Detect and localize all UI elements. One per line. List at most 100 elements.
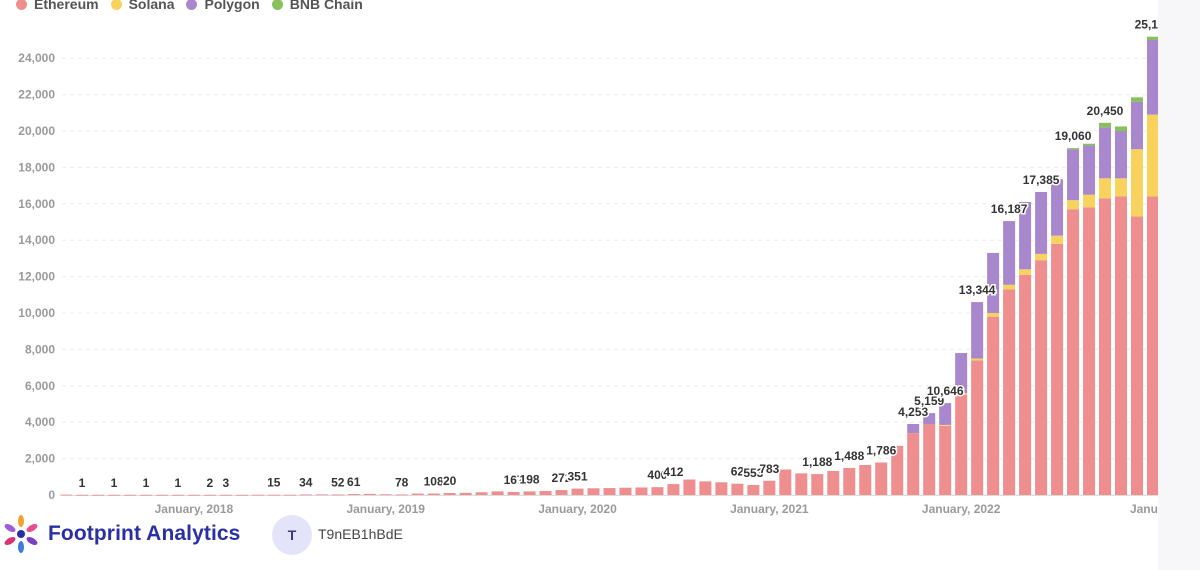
bar-segment-ethereum (907, 433, 920, 495)
legend-item-ethereum[interactable]: Ethereum (16, 0, 99, 12)
bar-segment-ethereum (1083, 207, 1096, 495)
bar-segment-solana (1067, 200, 1080, 210)
bar-segment-solana (987, 313, 1000, 317)
avatar[interactable]: T (272, 515, 312, 555)
bar-segment-ethereum (571, 488, 584, 495)
data-label: 1,188 (802, 455, 832, 469)
x-tick-label: January, 2019 (346, 502, 425, 516)
data-label: 17,385 (1023, 173, 1060, 187)
bar-segment-ethereum (219, 494, 232, 496)
brand-name: Footprint Analytics (48, 522, 241, 545)
bar-segment-ethereum (491, 491, 504, 495)
bar-segment-ethereum (1099, 198, 1112, 495)
bar-segment-ethereum (267, 494, 280, 496)
data-label: 62 (731, 465, 745, 479)
legend-item-solana[interactable]: Solana (110, 0, 175, 12)
bar-segment-ethereum (699, 481, 712, 495)
x-tick-label: January, 2021 (730, 502, 809, 516)
data-label: 10,646 (927, 384, 964, 398)
bar-segment-ethereum (859, 464, 872, 495)
bar-segment-ethereum (171, 494, 184, 496)
bar-segment-ethereum (91, 494, 104, 496)
bar-segment-ethereum (363, 493, 376, 495)
bar-segment-solana (1115, 178, 1128, 197)
bar-segment-ethereum (651, 487, 664, 495)
y-tick-label: 4,000 (25, 415, 55, 429)
bar-segment-ethereum (443, 493, 456, 495)
bar-segment-ethereum (955, 394, 968, 495)
bar-segment-ethereum (235, 494, 248, 496)
data-label: 20,450 (1087, 104, 1124, 118)
data-label: 1 (175, 476, 182, 490)
y-tick-label: 0 (48, 488, 55, 502)
bar-segment-polygon (987, 252, 1000, 313)
footprint-flower-icon (4, 515, 38, 553)
bar-segment-solana (955, 393, 968, 395)
bar-segment-ethereum (827, 470, 840, 495)
data-label: 13,344 (959, 283, 996, 297)
bar-segment-ethereum (331, 494, 344, 496)
data-label: 783 (759, 462, 779, 476)
bar-segment-bnb-chain (1115, 126, 1128, 131)
legend-item-bnb-chain[interactable]: BNB Chain (271, 0, 363, 12)
bar-segment-ethereum (939, 425, 952, 495)
bar-segment-solana (1051, 235, 1064, 244)
x-tick-label: January, 2018 (155, 502, 234, 516)
bar-segment-ethereum (987, 316, 1000, 495)
y-tick-label: 24,000 (18, 51, 55, 65)
y-tick-label: 8,000 (25, 342, 55, 356)
bar-segment-ethereum (683, 479, 696, 495)
bar-segment-bnb-chain (1146, 36, 1158, 40)
bar-segment-polygon (923, 413, 936, 425)
bar-segment-ethereum (715, 482, 728, 495)
bar-segment-ethereum (923, 424, 936, 495)
legend-dot-ethereum (16, 0, 27, 10)
bar-segment-polygon (1146, 40, 1158, 115)
bar-segment-ethereum (1051, 243, 1064, 495)
bar-segment-ethereum (1115, 196, 1128, 495)
data-label: 351 (568, 470, 588, 484)
right-edge-strip (1158, 0, 1200, 570)
bar-segment-solana (1019, 269, 1032, 275)
bar-segment-ethereum (523, 491, 536, 495)
bar-segment-ethereum (667, 484, 680, 495)
bar-segment-bnb-chain (1130, 97, 1143, 102)
legend-label-ethereum: Ethereum (34, 0, 99, 12)
bar-segment-polygon (1019, 201, 1032, 270)
bar-segment-polygon (907, 424, 920, 434)
bar-segment-polygon (1115, 131, 1128, 179)
legend-label-solana: Solana (128, 0, 175, 12)
bar-segment-ethereum (1146, 196, 1158, 495)
data-label: 52 (331, 475, 345, 489)
bar-segment-ethereum (1003, 289, 1016, 495)
legend-dot-solana (110, 0, 122, 10)
bar-segment-bnb-chain (1067, 148, 1080, 150)
data-label: 34 (299, 475, 313, 489)
legend-dot-polygon (186, 0, 198, 10)
bar-segment-bnb-chain (1083, 143, 1096, 146)
data-label: 3 (223, 476, 230, 490)
x-tick-label: January (1130, 502, 1158, 516)
legend-item-polygon[interactable]: Polygon (186, 0, 260, 12)
data-label: 16,187 (991, 202, 1028, 216)
footprint-logo[interactable]: Footprint Analytics (0, 514, 240, 554)
bar-segment-ethereum (283, 494, 296, 496)
bar-segment-ethereum (75, 494, 88, 496)
data-label: 1,488 (834, 449, 864, 463)
bar-segment-polygon (1003, 221, 1016, 285)
bar-segment-ethereum (619, 487, 632, 495)
bar-segment-polygon (1067, 149, 1080, 201)
bar-segment-polygon (971, 302, 984, 359)
bar-segment-ethereum (635, 487, 648, 495)
bar-segment-ethereum (411, 493, 424, 495)
data-label: 198 (520, 472, 540, 486)
y-tick-label: 12,000 (18, 270, 55, 284)
data-label: 4,253 (898, 405, 928, 419)
bar-segment-ethereum (1019, 274, 1032, 495)
data-label: 412 (663, 465, 683, 479)
bar-segment-ethereum (811, 474, 824, 495)
bar-segment-solana (1083, 194, 1096, 208)
y-tick-label: 10,000 (18, 306, 55, 320)
bar-segment-ethereum (107, 494, 120, 496)
legend-label-bnb-chain: BNB Chain (289, 0, 363, 12)
